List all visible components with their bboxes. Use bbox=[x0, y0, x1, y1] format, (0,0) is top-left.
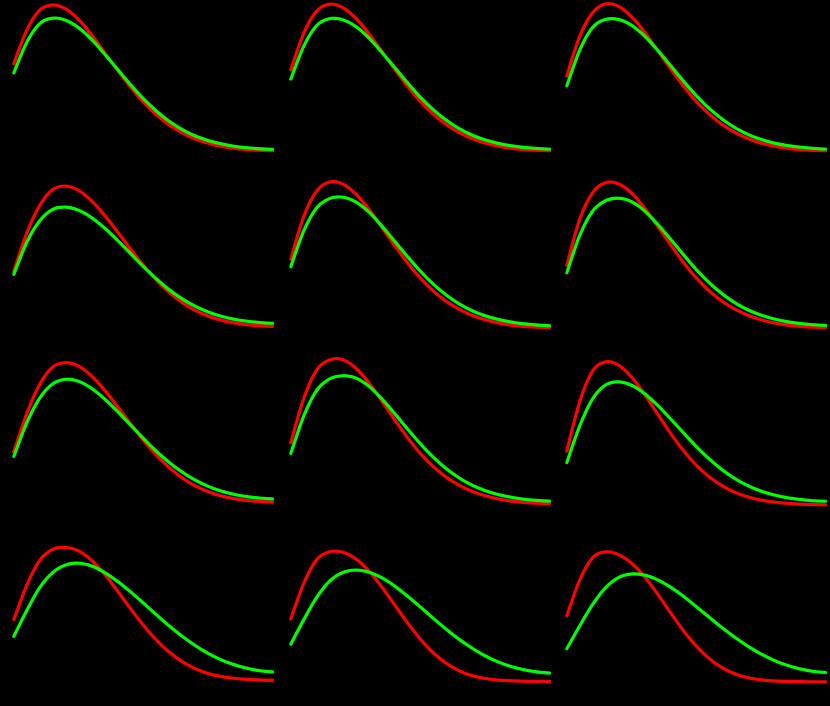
curve-red bbox=[567, 4, 826, 151]
curve-green bbox=[14, 563, 273, 672]
chart-panel-2 bbox=[553, 0, 830, 177]
curve-red bbox=[14, 5, 273, 151]
curve-green bbox=[290, 18, 549, 149]
chart-panel-10 bbox=[276, 529, 554, 706]
curve-green bbox=[290, 196, 549, 325]
chart-panel-5 bbox=[553, 176, 830, 354]
panel-plot-area bbox=[277, 177, 554, 354]
panel-plot-area bbox=[0, 177, 277, 354]
curve-green bbox=[567, 19, 826, 149]
panel-plot-area bbox=[553, 530, 830, 706]
panel-plot-area bbox=[553, 0, 830, 177]
curve-red bbox=[290, 181, 549, 327]
chart-panel-1 bbox=[276, 0, 554, 177]
panel-plot-area bbox=[0, 353, 277, 530]
curve-red bbox=[290, 551, 549, 681]
panel-plot-area bbox=[0, 530, 277, 706]
chart-panel-11 bbox=[553, 529, 830, 706]
curve-red bbox=[567, 181, 826, 327]
panel-plot-area bbox=[0, 0, 277, 177]
chart-panel-0 bbox=[0, 0, 277, 177]
curve-red bbox=[14, 547, 273, 680]
curve-green bbox=[14, 207, 273, 323]
chart-panel-9 bbox=[0, 529, 277, 706]
curve-red bbox=[14, 186, 273, 326]
chart-panel-8 bbox=[553, 353, 830, 530]
curve-red bbox=[567, 361, 826, 504]
chart-panel-6 bbox=[0, 353, 277, 530]
chart-panel-7 bbox=[276, 353, 554, 530]
curve-green bbox=[14, 379, 273, 499]
curve-green bbox=[567, 573, 826, 672]
panel-plot-area bbox=[277, 0, 554, 177]
curve-green bbox=[567, 382, 826, 501]
curve-red bbox=[290, 4, 549, 151]
panel-plot-area bbox=[553, 353, 830, 530]
panel-plot-area bbox=[277, 353, 554, 530]
curve-green bbox=[567, 198, 826, 325]
chart-panel-3 bbox=[0, 176, 277, 354]
curve-red bbox=[290, 359, 549, 504]
panel-plot-area bbox=[553, 177, 830, 354]
chart-panel-4 bbox=[276, 176, 554, 354]
curve-green bbox=[14, 18, 273, 149]
curve-red bbox=[567, 551, 826, 681]
curve-green bbox=[290, 376, 549, 501]
curve-green bbox=[290, 570, 549, 673]
panel-plot-area bbox=[277, 530, 554, 706]
